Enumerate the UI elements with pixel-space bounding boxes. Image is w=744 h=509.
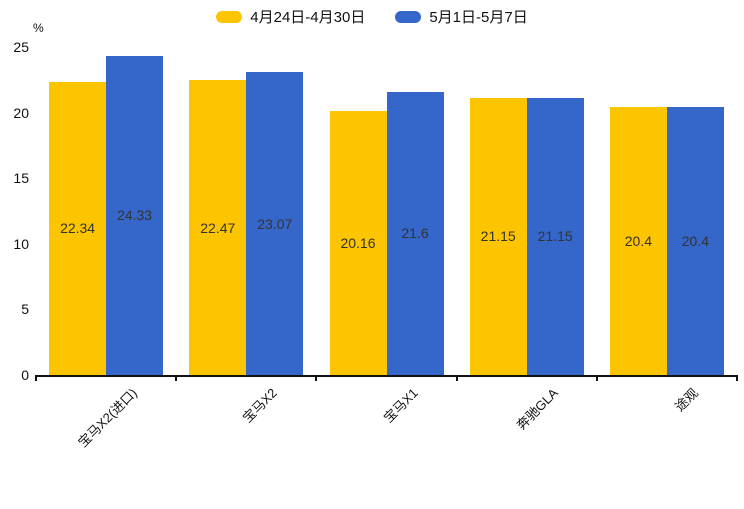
x-tick-mark xyxy=(736,375,738,381)
bar-value-label: 21.15 xyxy=(480,228,516,245)
bar[interactable]: 20.4 xyxy=(609,107,667,375)
x-tick-mark xyxy=(595,375,598,381)
bar-value-label: 20.4 xyxy=(624,233,653,250)
x-axis-line xyxy=(36,375,737,377)
x-tick-mark xyxy=(455,375,458,381)
plot-area: 22.34 24.33 22.47 23.07 20.16 21.6 21.15 21.15 2… xyxy=(36,47,737,377)
x-category-label: 宝马X1 xyxy=(380,385,421,426)
legend-item[interactable]: 4月24日-4月30日 xyxy=(216,10,365,25)
bar[interactable]: 20.4 xyxy=(666,107,724,375)
y-tick-label: 20 xyxy=(13,104,29,121)
legend-swatch-icon xyxy=(395,11,422,23)
bar[interactable]: 22.34 xyxy=(49,81,107,375)
x-category-label: 途观 xyxy=(671,385,701,415)
bar-chart: 4月24日-4月30日 5月1日-5月7日 % 22.34 24.33 22.47 23… xyxy=(0,6,744,451)
bar[interactable]: 23.07 xyxy=(246,72,304,375)
bar[interactable]: 24.33 xyxy=(106,55,164,375)
bar-value-label: 21.15 xyxy=(537,228,573,245)
bar-value-label: 20.16 xyxy=(340,234,376,251)
legend-item[interactable]: 5月1日-5月7日 xyxy=(395,8,528,26)
bar[interactable]: 21.15 xyxy=(526,97,584,375)
legend-swatch-icon xyxy=(216,11,243,23)
legend-label: 4月24日-4月30日 xyxy=(250,8,366,26)
x-category-label: 宝马X2(进口) xyxy=(75,385,141,451)
legend: 4月24日-4月30日 5月1日-5月7日 xyxy=(0,6,744,28)
y-tick-label: 25 xyxy=(13,39,29,55)
y-axis-unit-label: % xyxy=(33,21,44,35)
y-tick-label: 0 xyxy=(21,367,29,383)
bar[interactable]: 22.47 xyxy=(189,80,247,375)
x-tick-mark xyxy=(315,375,318,381)
bar-value-label: 21.6 xyxy=(401,225,429,242)
y-tick-label: 15 xyxy=(13,170,29,187)
x-category-label: 奔驰GLA xyxy=(513,385,561,433)
bar[interactable]: 21.6 xyxy=(386,91,444,375)
bar-value-label: 24.33 xyxy=(117,207,153,224)
x-tick-mark xyxy=(175,375,178,381)
bar-value-label: 23.07 xyxy=(257,215,293,232)
bar[interactable]: 20.16 xyxy=(329,110,387,375)
bar-value-label: 20.4 xyxy=(681,233,710,250)
y-tick-label: 10 xyxy=(13,235,29,252)
y-tick-label: 5 xyxy=(21,301,29,318)
x-category-label: 宝马X2 xyxy=(239,385,281,426)
x-tick-mark xyxy=(35,375,37,381)
bar-value-label: 22.34 xyxy=(60,220,96,237)
bar[interactable]: 21.15 xyxy=(469,97,527,375)
bar-value-label: 22.47 xyxy=(200,219,236,236)
legend-label: 5月1日-5月7日 xyxy=(429,8,528,26)
